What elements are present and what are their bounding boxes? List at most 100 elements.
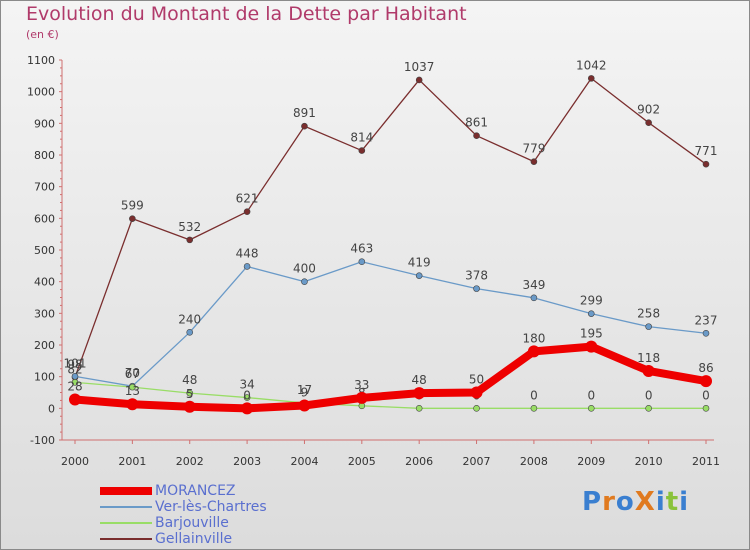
legend-swatch [100,522,152,524]
legend-item: MORANCEZ [96,483,396,500]
data-point [298,399,311,412]
logo-letter: i [655,487,666,517]
logo-letter: r [602,487,616,517]
legend-item: Gellainville [96,531,396,548]
legend-label: Barjouville [155,515,229,531]
data-label: 1037 [404,60,435,74]
y-tick-label: 1000 [27,86,55,99]
x-tick-label: 2007 [463,455,491,468]
chart-title: Evolution du Montant de la Dette par Hab… [26,3,467,25]
x-tick-label: 2000 [61,455,89,468]
data-point [642,364,655,377]
x-tick-label: 2004 [290,455,318,468]
legend-label: Ver-lès-Chartres [155,499,267,515]
y-tick-label: 500 [34,244,55,257]
logo-letter: X [634,487,656,517]
data-point [587,75,595,82]
data-point [241,402,254,415]
data-point [186,389,194,397]
logo-letter: P [582,487,603,517]
data-label: 82 [67,362,82,376]
legend-swatch [100,538,152,540]
data-label: 400 [293,262,316,276]
data-label: 17 [297,383,312,397]
y-tick-label: 100 [34,371,55,384]
x-tick-label: 2003 [233,455,261,468]
data-label: 299 [580,294,603,308]
data-label: 258 [637,307,660,321]
chart-unit-label: (en €) [26,28,59,41]
data-label: 118 [637,351,660,365]
y-tick-label: 800 [34,149,55,162]
data-point [183,400,196,413]
data-label: 349 [522,278,545,292]
data-label: 195 [580,327,603,341]
data-point [470,386,483,399]
y-tick-label: 400 [34,276,55,289]
y-tick-label: 600 [34,212,55,225]
data-label: 0 [243,388,251,402]
data-label: 779 [522,142,545,156]
data-label: 599 [121,199,144,213]
y-tick-label: -100 [30,434,55,447]
data-label: 28 [67,379,82,393]
data-label: 67 [125,367,140,381]
legend-item: Barjouville [96,515,396,532]
data-label: 180 [522,331,545,345]
data-point [186,329,194,336]
logo-letter: i [679,487,690,517]
x-tick-label: 2010 [635,455,663,468]
logo-letter: o [615,487,635,517]
legend-item: Ver-lès-Chartres [96,499,396,516]
data-point [473,405,480,412]
data-point [702,160,710,168]
x-tick-label: 2005 [348,455,376,468]
data-label: 48 [412,373,427,387]
series-line [74,261,707,387]
data-point [243,208,251,215]
x-tick-label: 2002 [176,455,204,468]
data-point [413,387,426,400]
data-point [129,383,136,391]
series-line [74,381,707,409]
data-point [645,119,652,126]
data-point [645,405,652,412]
legend-label: Gellainville [155,531,233,547]
data-point [585,340,598,353]
data-label: 448 [236,246,259,260]
data-label: 0 [645,388,653,402]
y-tick-label: 0 [48,402,55,415]
data-label: 48 [182,373,197,387]
x-tick-label: 2006 [405,455,433,468]
y-tick-label: 900 [34,117,55,130]
data-point [530,405,538,412]
y-tick-label: 700 [34,181,55,194]
data-label: 0 [702,388,710,402]
data-point [702,329,710,337]
data-point [186,236,194,244]
data-point [415,76,423,84]
data-label: 5 [186,387,194,401]
data-point [473,285,480,292]
y-tick-label: 300 [34,307,55,320]
data-label: 50 [469,373,484,387]
legend-label: MORANCEZ [155,483,236,499]
data-label: 237 [695,313,718,327]
x-tick-label: 2009 [577,455,605,468]
data-point [301,278,308,285]
data-label: 814 [350,131,373,145]
x-tick-label: 2001 [118,455,146,468]
data-label: 98 [67,357,82,371]
series-line [74,77,707,378]
y-tick-label: 1100 [27,54,55,67]
data-label: 1042 [576,58,607,72]
data-label: 861 [465,116,488,130]
data-point [301,122,308,130]
data-point [126,398,139,411]
data-point [243,263,251,270]
data-label: 0 [587,388,595,402]
data-point [702,405,710,412]
data-label: 378 [465,269,488,283]
logo-letter: t [665,487,680,517]
